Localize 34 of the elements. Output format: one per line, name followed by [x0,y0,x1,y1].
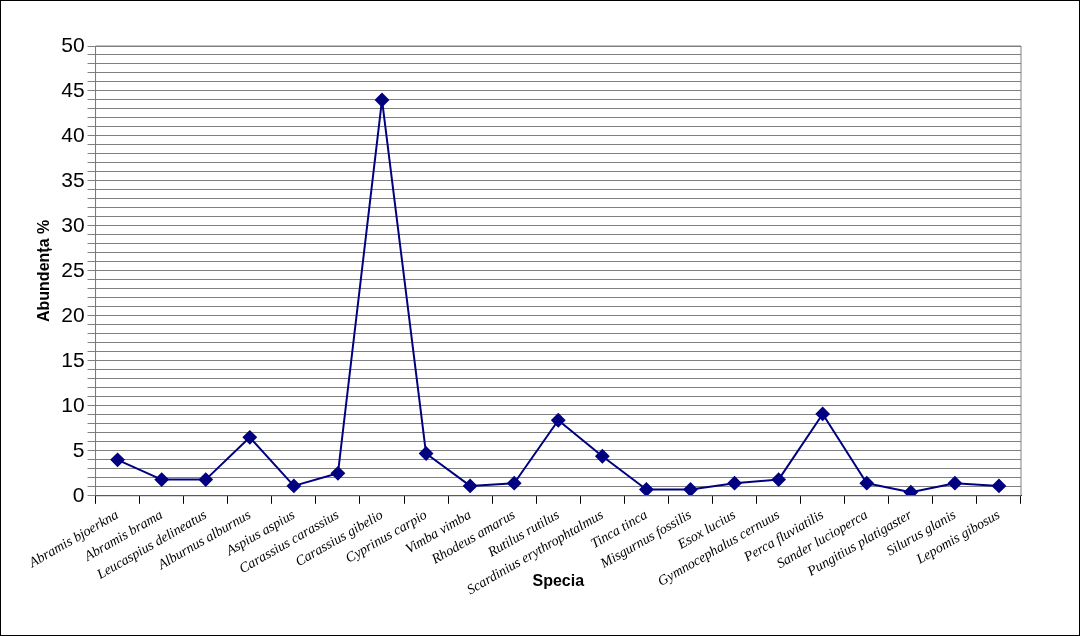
point [639,482,654,496]
point [419,446,434,461]
point [859,476,874,491]
x-axis-title: Specia [532,571,585,589]
y-tick-label: 35 [61,167,85,191]
point [286,478,301,493]
y-tick-label: 10 [61,392,85,416]
point [595,449,610,464]
point [771,472,786,487]
y-tick-label: 25 [61,257,85,281]
y-tick-label: 5 [72,437,85,461]
point [727,476,742,491]
point [815,406,830,421]
point [551,413,566,428]
point [507,476,522,491]
y-tick-label: 20 [61,302,85,326]
point [683,482,698,496]
point [463,478,478,493]
y-tick-label: 30 [61,212,85,236]
point [242,430,257,445]
y-tick-label: 40 [61,122,85,146]
y-tick-label: 15 [61,347,85,371]
point [154,472,169,487]
y-tick-label: 45 [61,77,85,101]
point [330,466,345,481]
y-axis-title: Abundența % [35,219,53,323]
point [375,92,390,107]
y-tick-label: 50 [61,32,85,56]
point [947,476,962,491]
point [198,472,213,487]
point [110,452,125,467]
point [991,478,1006,493]
point [903,485,918,496]
y-tick-label: 0 [72,482,85,506]
